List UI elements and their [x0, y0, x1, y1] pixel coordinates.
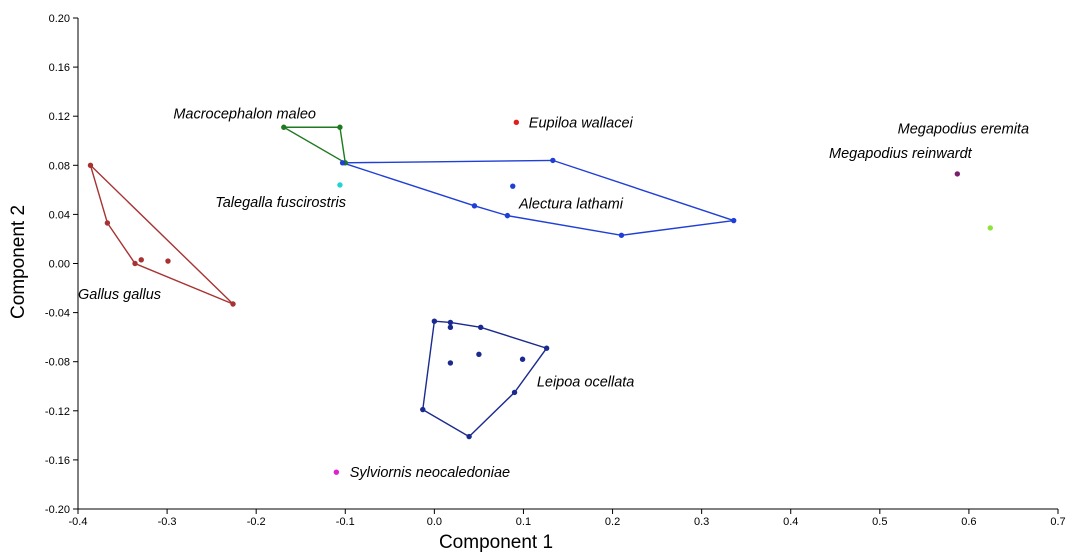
- point-alectura-lathami: [504, 212, 511, 219]
- point-alectura-lathami: [339, 160, 346, 166]
- y-tick-label: 0.00: [49, 259, 70, 271]
- y-tick-label: -0.08: [45, 357, 70, 369]
- point-leipoa-ocellata: [447, 319, 454, 326]
- y-tick-label: -0.20: [45, 504, 70, 516]
- point-leipoa-ocellata: [519, 356, 526, 362]
- y-axis-title: Component 2: [8, 205, 29, 319]
- point-leipoa-ocellata: [431, 318, 438, 324]
- x-tick-label: -0.3: [158, 516, 177, 528]
- point-eupiloa-wallacei: [513, 119, 520, 126]
- y-tick-label: -0.16: [45, 455, 70, 467]
- species-label: Leipoa ocellata: [537, 374, 635, 390]
- x-tick-label: 0.6: [961, 516, 976, 528]
- point-macrocephalon-maleo: [337, 124, 343, 130]
- point-gallus-gallus: [132, 260, 138, 267]
- y-tick-label: -0.12: [45, 406, 70, 418]
- point-alectura-lathami: [731, 217, 737, 224]
- y-tick-label: 0.16: [49, 62, 70, 74]
- hull-macrocephalon-maleo: [281, 126, 347, 165]
- x-tick-label: 0.7: [1050, 516, 1065, 528]
- x-tick-label: 0.1: [516, 516, 531, 528]
- point-megapodius-eremita: [987, 225, 993, 231]
- x-tick-label: 0.0: [427, 516, 442, 528]
- x-tick-label: 0.5: [872, 516, 887, 528]
- point-leipoa-ocellata: [447, 324, 454, 331]
- species-label: Megapodius reinwardt: [829, 146, 973, 162]
- point-sylviornis-neocaledoniae: [333, 469, 340, 475]
- species-label: Alectura lathami: [518, 196, 624, 212]
- point-alectura-lathami: [510, 183, 516, 189]
- point-gallus-gallus: [165, 258, 171, 264]
- species-label: Megapodius eremita: [898, 121, 1029, 137]
- x-tick-label: 0.4: [783, 516, 798, 528]
- species-label: Macrocephalon maleo: [173, 107, 316, 123]
- point-alectura-lathami: [618, 232, 625, 238]
- point-gallus-gallus: [87, 162, 94, 168]
- point-gallus-gallus: [104, 220, 111, 226]
- x-tick-label: -0.4: [69, 516, 88, 528]
- point-megapodius-reinwardt: [954, 171, 961, 177]
- y-tick-label: 0.08: [49, 160, 70, 172]
- x-tick-label: -0.2: [247, 516, 266, 528]
- plot-area: Gallus gallus Macrocephalon maleo Talegall…: [78, 107, 1029, 481]
- x-tick-label: -0.1: [336, 516, 355, 528]
- species-label: Talegalla fuscirostris: [215, 195, 346, 211]
- point-leipoa-ocellata: [477, 324, 484, 331]
- point-alectura-lathami: [471, 203, 478, 209]
- species-label: Sylviornis neocaledoniae: [350, 465, 510, 481]
- hull-gallus-gallus: [89, 162, 234, 305]
- point-leipoa-ocellata: [476, 351, 482, 358]
- point-talegalla-fuscirostris: [337, 182, 343, 188]
- point-gallus-gallus: [138, 257, 144, 263]
- species-label: Eupiloa wallacei: [529, 115, 634, 131]
- y-tick-label: 0.12: [49, 111, 70, 123]
- point-leipoa-ocellata: [466, 433, 472, 440]
- point-leipoa-ocellata: [543, 345, 550, 351]
- y-tick-label: -0.04: [45, 308, 70, 320]
- y-tick-label: 0.04: [49, 209, 70, 221]
- hull-leipoa-ocellata: [422, 320, 548, 438]
- point-leipoa-ocellata: [511, 389, 518, 396]
- point-gallus-gallus: [230, 301, 236, 307]
- species-label: Gallus gallus: [78, 287, 161, 303]
- point-leipoa-ocellata: [420, 406, 426, 413]
- point-leipoa-ocellata: [447, 360, 454, 366]
- point-macrocephalon-maleo: [281, 124, 287, 130]
- point-alectura-lathami: [550, 157, 556, 164]
- axes: -0.4 -0.3 -0.2 -0.1 0.0 0.1 0.2 0.3 0.4 0.5 0.6 0.7…: [45, 13, 1066, 528]
- x-tick-label: 0.3: [694, 516, 709, 528]
- x-tick-label: 0.2: [605, 516, 620, 528]
- y-tick-label: 0.20: [49, 13, 70, 25]
- x-axis-title: Component 1: [439, 532, 553, 553]
